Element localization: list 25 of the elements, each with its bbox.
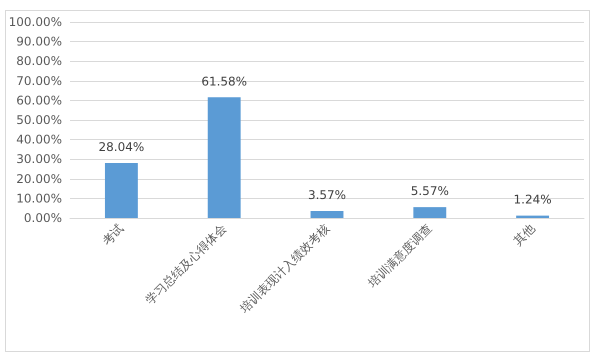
x-tick-label: 培训满意度调查: [364, 221, 435, 292]
data-label: 1.24%: [514, 192, 552, 207]
bar: [104, 163, 138, 218]
y-tick-label: 80.00%: [16, 54, 62, 68]
y-tick-label: 10.00%: [16, 191, 62, 206]
y-tick-label: 70.00%: [16, 74, 62, 88]
bar: [310, 211, 344, 218]
x-tick-label: 考试: [99, 221, 126, 248]
data-label: 3.57%: [308, 188, 346, 202]
bar: [208, 97, 241, 218]
y-tick-label: 40.00%: [16, 132, 62, 147]
y-tick-label: 100.00%: [8, 15, 62, 29]
data-label: 61.58%: [201, 74, 248, 88]
x-tick-label: 其他: [510, 221, 538, 248]
data-label: 28.04%: [98, 140, 144, 154]
data-label: 5.57%: [410, 184, 449, 198]
y-tick-label: 20.00%: [16, 172, 62, 186]
bar: [413, 207, 446, 218]
y-tick-label: 60.00%: [16, 93, 62, 108]
y-tick-label: 0.00%: [24, 211, 62, 225]
y-tick-label: 30.00%: [16, 152, 62, 166]
y-tick-label: 90.00%: [16, 34, 62, 49]
x-tick-label: 学习总结及心得体会: [142, 221, 230, 308]
x-tick-label: 培训表现计入绩效考核: [236, 221, 332, 317]
y-tick-label: 50.00%: [16, 113, 62, 127]
